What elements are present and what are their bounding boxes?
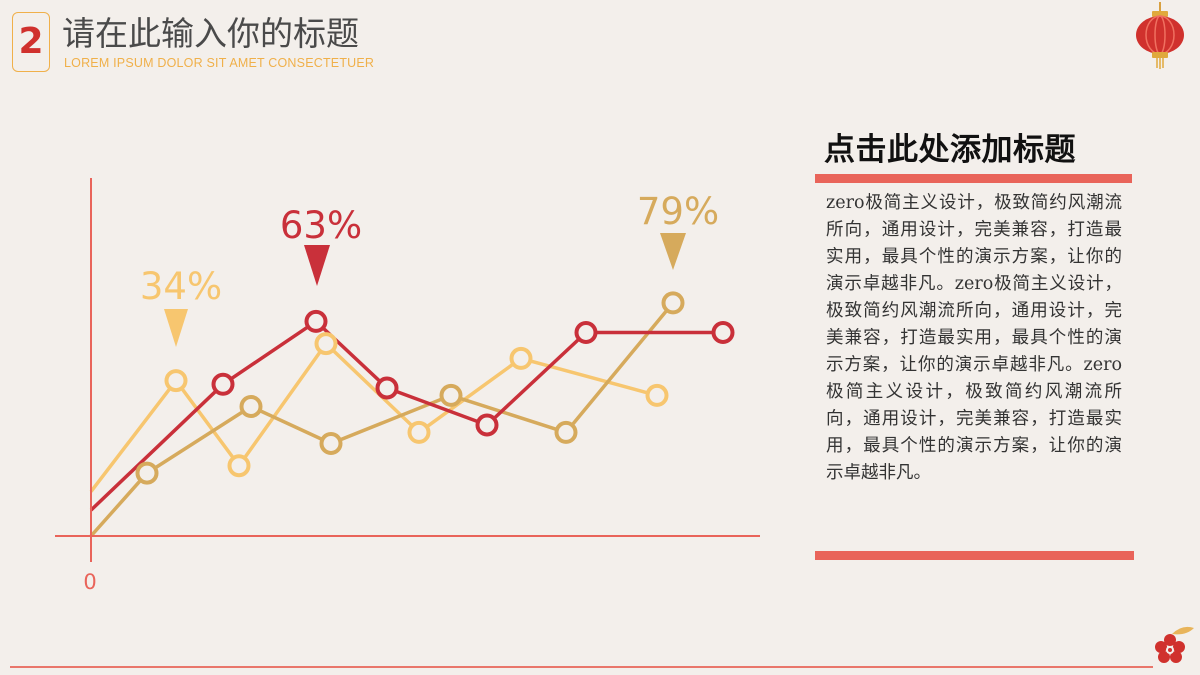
callout-label-34: 34% bbox=[140, 265, 222, 308]
lantern-icon bbox=[1136, 2, 1184, 69]
panel-body-text: zero极简主义设计，极致简约风潮流所向，通用设计，完美兼容，打造最实用，最具个… bbox=[826, 193, 1122, 483]
series-3-point-4 bbox=[475, 413, 499, 437]
section-number-box: 2 bbox=[12, 12, 50, 72]
bottom-divider bbox=[10, 666, 1153, 668]
series-3-point-2 bbox=[304, 309, 328, 333]
page-title: 请在此输入你的标题 bbox=[62, 14, 359, 53]
series-1-point-4 bbox=[407, 420, 431, 444]
series-2-point-2 bbox=[239, 395, 263, 418]
panel-top-bar bbox=[815, 174, 1132, 183]
callout-marker-63 bbox=[304, 245, 330, 286]
value-callouts: 34% 63% 79% bbox=[140, 190, 719, 347]
series-1-point-3 bbox=[314, 332, 338, 356]
panel-bottom-bar bbox=[815, 551, 1134, 560]
series-1-line bbox=[89, 341, 658, 493]
series-1-point-5 bbox=[509, 346, 533, 370]
series-1-point-6 bbox=[645, 383, 669, 407]
callout-label-79: 79% bbox=[637, 190, 719, 233]
series-points bbox=[135, 291, 735, 485]
series-1-point-1 bbox=[164, 369, 188, 393]
line-chart: 0 34% 63% 79% bbox=[55, 178, 760, 594]
callout-marker-34 bbox=[164, 309, 188, 347]
series-3-line bbox=[89, 319, 723, 512]
page-subtitle: LOREM IPSUM DOLOR SIT AMET CONSECTETUER bbox=[64, 56, 375, 70]
section-number: 2 bbox=[18, 21, 44, 62]
plum-blossom-icon bbox=[1155, 626, 1194, 663]
series-3-point-6 bbox=[711, 321, 735, 344]
series-3-point-5 bbox=[574, 321, 598, 344]
series-lines bbox=[89, 301, 723, 538]
chart-axes: 0 bbox=[55, 178, 760, 594]
series-3-point-1 bbox=[211, 372, 235, 396]
series-2-point-3 bbox=[319, 432, 343, 455]
series-2-point-1 bbox=[135, 461, 159, 485]
series-2-point-5 bbox=[554, 420, 578, 444]
callout-marker-79 bbox=[660, 233, 686, 270]
origin-label: 0 bbox=[83, 570, 96, 594]
series-2-point-4 bbox=[439, 383, 463, 407]
series-3-point-3 bbox=[375, 376, 399, 400]
panel-title: 点击此处添加标题 bbox=[824, 132, 1076, 168]
series-2-point-6 bbox=[661, 291, 685, 315]
series-1-point-2 bbox=[227, 454, 251, 478]
callout-label-63: 63% bbox=[280, 204, 362, 247]
